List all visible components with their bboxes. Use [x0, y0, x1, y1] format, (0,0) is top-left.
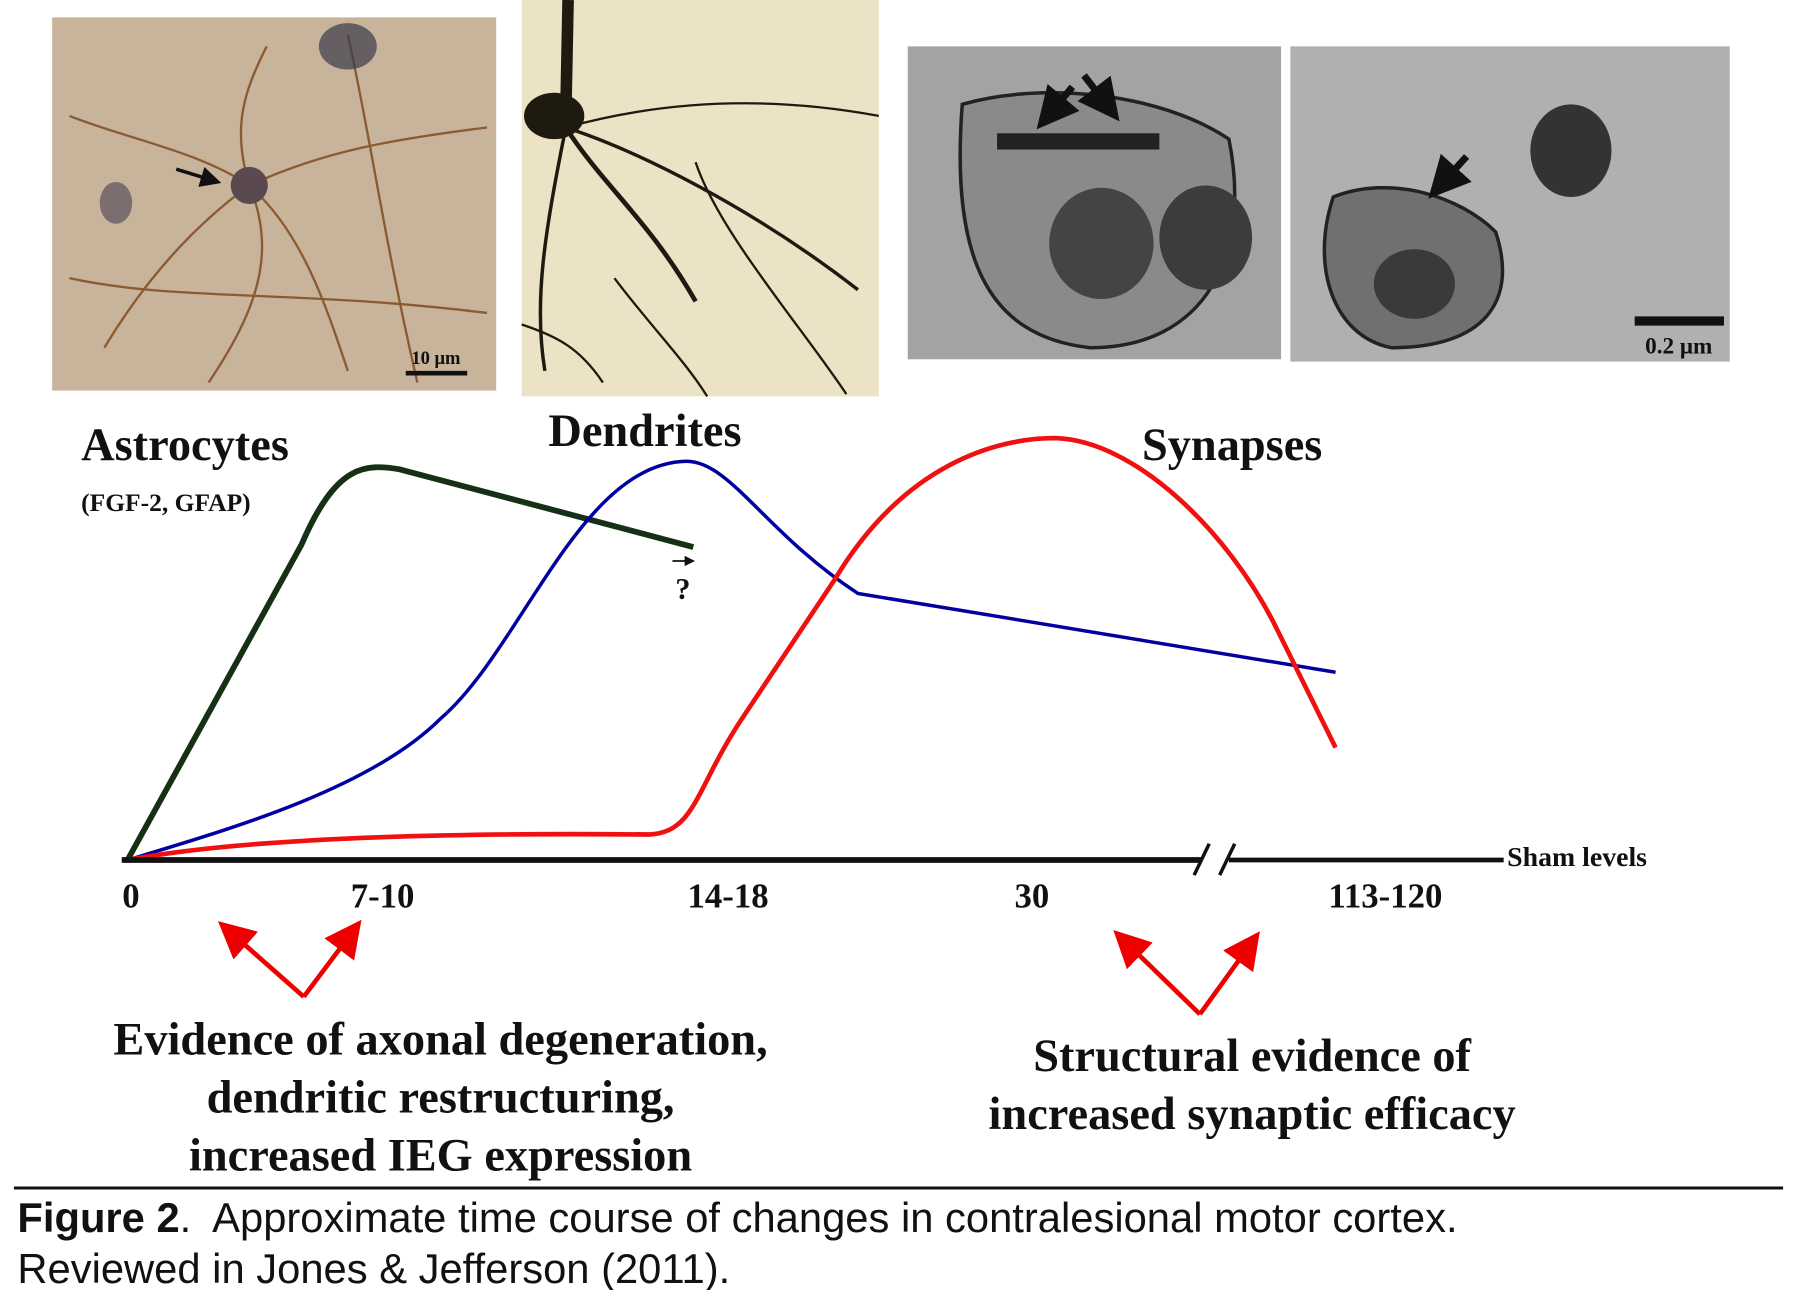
time-label: 113-120 — [1328, 877, 1442, 916]
end-mark: ? — [675, 572, 690, 606]
arrow — [175, 166, 222, 187]
dendrites-curve — [127, 459, 1336, 862]
micrograph-em-1 — [907, 46, 1282, 360]
arrow — [1077, 73, 1120, 122]
annotation-line: increased synaptic efficacy — [989, 1089, 1516, 1140]
photo — [521, 0, 879, 397]
baseline-label: Sham levels — [1507, 842, 1647, 873]
arrow — [217, 921, 306, 999]
scale-label: 0.2 μm — [1645, 334, 1712, 360]
cell — [99, 181, 133, 224]
synapses-curve — [127, 435, 1338, 863]
density — [997, 133, 1160, 150]
time-label: 30 — [1014, 877, 1049, 916]
arrow — [1198, 931, 1260, 1016]
annotation-arrows — [217, 919, 1260, 1016]
annotations: Evidence of axonal degeneration, dendrit… — [113, 1015, 1515, 1182]
caption-text: Reviewed in Jones & Jefferson (2011). — [17, 1245, 730, 1290]
astrocytes-markers: (FGF-2, GFAP) — [81, 488, 251, 517]
caption-label: Figure 2 — [17, 1194, 179, 1241]
time-label: 14-18 — [688, 877, 769, 916]
annotation-line: Evidence of axonal degeneration, — [113, 1015, 767, 1066]
astrocytes-curve — [124, 464, 695, 862]
axis-break — [1218, 843, 1237, 876]
soma — [230, 166, 268, 204]
caption-text: . Approximate time course of changes in … — [180, 1194, 1458, 1241]
synapses-label: Synapses — [1142, 420, 1322, 471]
schematic: Astrocytes (FGF-2, GFAP) Dendrites Synap… — [81, 406, 1647, 915]
processes — [69, 34, 488, 384]
cell — [318, 23, 377, 70]
arrow — [1113, 930, 1202, 1016]
micrograph-astrocyte: 10 μm — [52, 17, 497, 391]
dendrites-label: Dendrites — [548, 406, 741, 457]
annotation-line: Structural evidence of — [1033, 1031, 1471, 1082]
micrograph-neuron — [521, 0, 880, 398]
annotation-line: dendritic restructuring, — [207, 1073, 675, 1124]
time-label: 0 — [122, 877, 139, 916]
mitochondrion — [1530, 104, 1612, 198]
mitochondrion — [1373, 249, 1455, 319]
micrograph-em-2: 0.2 μm — [1290, 46, 1730, 362]
scale-label: 10 μm — [411, 348, 461, 369]
astrocytes-label: Astrocytes — [81, 420, 289, 471]
soma — [524, 92, 585, 140]
time-label: 7-10 — [351, 877, 415, 916]
annotation-line: increased IEG expression — [189, 1131, 692, 1182]
arrow — [1428, 153, 1472, 199]
mitochondrion — [1159, 185, 1253, 290]
mitochondrion — [1049, 187, 1154, 300]
arrow — [301, 919, 362, 999]
arrow — [1036, 83, 1080, 130]
caption: Figure 2. Approximate time course of cha… — [17, 1194, 1457, 1241]
axis-break — [1192, 843, 1211, 876]
